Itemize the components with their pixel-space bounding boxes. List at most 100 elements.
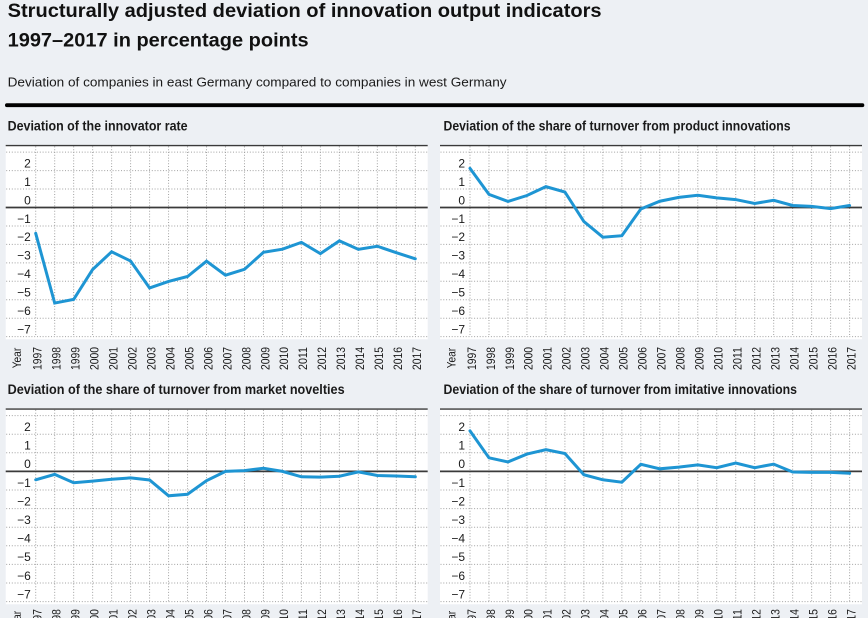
svg-text:2000: 2000 (522, 609, 536, 618)
svg-text:2007: 2007 (220, 347, 234, 370)
svg-text:2003: 2003 (579, 609, 593, 618)
svg-text:−2: −2 (17, 494, 31, 508)
svg-text:2014: 2014 (787, 347, 801, 370)
svg-text:2006: 2006 (636, 347, 650, 370)
svg-text:2010: 2010 (277, 347, 291, 370)
svg-text:2004: 2004 (598, 347, 612, 370)
svg-text:2010: 2010 (712, 347, 726, 370)
svg-text:2006: 2006 (201, 347, 215, 370)
svg-text:1998: 1998 (484, 609, 498, 618)
svg-text:−7: −7 (451, 587, 465, 601)
svg-text:2003: 2003 (144, 347, 158, 370)
svg-text:0: 0 (24, 457, 31, 471)
svg-text:2013: 2013 (334, 347, 348, 370)
svg-text:2: 2 (24, 420, 31, 434)
svg-text:2014: 2014 (353, 347, 367, 370)
svg-text:1999: 1999 (503, 347, 517, 370)
svg-text:2005: 2005 (617, 347, 631, 370)
svg-text:2008: 2008 (239, 347, 253, 370)
svg-text:−4: −4 (17, 532, 31, 546)
svg-text:2017: 2017 (844, 609, 858, 618)
svg-text:2002: 2002 (560, 609, 574, 618)
svg-text:−3: −3 (451, 513, 465, 527)
svg-text:2015: 2015 (806, 347, 820, 370)
svg-text:−1: −1 (17, 212, 31, 226)
svg-text:Deviation of the share of turn: Deviation of the share of turnover from … (444, 118, 791, 134)
svg-text:2013: 2013 (768, 347, 782, 370)
svg-text:2005: 2005 (182, 347, 196, 370)
svg-text:1997–2017 in percentage points: 1997–2017 in percentage points (8, 30, 309, 52)
svg-text:2002: 2002 (560, 347, 574, 370)
svg-text:−6: −6 (17, 569, 31, 583)
svg-text:1998: 1998 (484, 347, 498, 370)
svg-text:2016: 2016 (825, 609, 839, 618)
svg-text:−5: −5 (451, 550, 465, 564)
svg-text:−7: −7 (17, 587, 31, 601)
svg-text:Year: Year (444, 611, 458, 618)
svg-text:Year: Year (444, 348, 458, 369)
svg-text:2017: 2017 (410, 347, 424, 370)
svg-text:2009: 2009 (258, 609, 272, 618)
svg-text:2: 2 (458, 420, 465, 434)
svg-text:1997: 1997 (465, 609, 479, 618)
svg-text:2017: 2017 (844, 347, 858, 370)
svg-text:1997: 1997 (31, 347, 45, 370)
svg-text:1: 1 (458, 175, 465, 189)
svg-text:2004: 2004 (163, 347, 177, 370)
svg-text:2005: 2005 (617, 609, 631, 618)
svg-text:2003: 2003 (579, 347, 593, 370)
svg-text:2015: 2015 (372, 347, 386, 370)
svg-text:2007: 2007 (655, 609, 669, 618)
svg-text:2013: 2013 (334, 609, 348, 618)
svg-text:2: 2 (24, 156, 31, 170)
svg-text:−6: −6 (17, 304, 31, 318)
svg-text:Deviation of the innovator rat: Deviation of the innovator rate (8, 118, 188, 134)
svg-text:2000: 2000 (87, 609, 101, 618)
svg-text:2016: 2016 (825, 347, 839, 370)
svg-text:−1: −1 (451, 476, 465, 490)
svg-text:−5: −5 (451, 286, 465, 300)
svg-text:2017: 2017 (410, 609, 424, 618)
svg-text:2001: 2001 (541, 609, 555, 618)
svg-text:2005: 2005 (182, 609, 196, 618)
svg-text:0: 0 (24, 193, 31, 207)
svg-text:2012: 2012 (750, 347, 764, 370)
svg-text:2009: 2009 (258, 347, 272, 370)
svg-text:2008: 2008 (239, 609, 253, 618)
svg-text:1998: 1998 (49, 609, 63, 618)
svg-text:−5: −5 (17, 286, 31, 300)
svg-text:2011: 2011 (296, 347, 310, 370)
svg-text:1998: 1998 (49, 347, 63, 370)
svg-text:2006: 2006 (201, 609, 215, 618)
svg-text:2007: 2007 (220, 609, 234, 618)
svg-text:2007: 2007 (655, 347, 669, 370)
svg-text:0: 0 (458, 457, 465, 471)
svg-text:−2: −2 (17, 230, 31, 244)
svg-text:−4: −4 (451, 532, 465, 546)
svg-text:2: 2 (458, 156, 465, 170)
svg-text:2011: 2011 (731, 609, 745, 618)
svg-text:2015: 2015 (806, 609, 820, 618)
svg-text:1997: 1997 (31, 609, 45, 618)
svg-text:2000: 2000 (87, 347, 101, 370)
svg-text:−1: −1 (451, 212, 465, 226)
svg-text:−2: −2 (451, 230, 465, 244)
svg-text:2004: 2004 (598, 609, 612, 618)
svg-text:2012: 2012 (315, 609, 329, 618)
svg-text:2014: 2014 (787, 609, 801, 618)
svg-text:−6: −6 (451, 569, 465, 583)
svg-text:2014: 2014 (353, 609, 367, 618)
svg-text:2001: 2001 (541, 347, 555, 370)
svg-text:2003: 2003 (144, 609, 158, 618)
svg-text:2008: 2008 (674, 609, 688, 618)
svg-text:−3: −3 (17, 513, 31, 527)
svg-text:2015: 2015 (372, 609, 386, 618)
svg-text:Structurally adjusted deviatio: Structurally adjusted deviation of innov… (8, 0, 602, 22)
svg-text:−7: −7 (17, 322, 31, 336)
svg-text:−1: −1 (17, 476, 31, 490)
svg-text:2011: 2011 (296, 609, 310, 618)
svg-text:2002: 2002 (125, 347, 139, 370)
svg-text:2016: 2016 (391, 609, 405, 618)
svg-text:2001: 2001 (106, 609, 120, 618)
svg-text:−4: −4 (451, 267, 465, 281)
